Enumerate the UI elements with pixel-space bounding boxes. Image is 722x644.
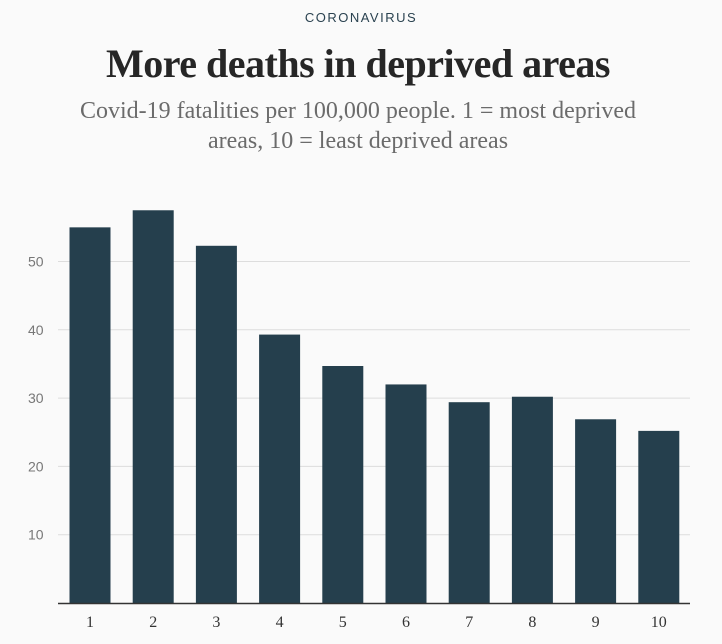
- bar-3: [195, 245, 237, 603]
- chart-subtitle: Covid-19 fatalities per 100,000 people. …: [0, 96, 716, 156]
- x-tick-label-4: 4: [276, 614, 284, 631]
- x-tick-label-7: 7: [465, 614, 473, 631]
- bars: [69, 210, 680, 603]
- kicker-label: CORONAVIRUS: [304, 10, 418, 25]
- bar-6: [385, 384, 427, 603]
- bar-7: [448, 402, 490, 603]
- x-tick-label-2: 2: [149, 614, 157, 631]
- y-tick-label-50: 50: [28, 254, 44, 270]
- chart-subtitle-line-2: areas, 10 = least deprived areas: [207, 128, 509, 154]
- x-tick-label-1: 1: [86, 614, 94, 631]
- bar-10: [638, 430, 680, 603]
- x-tick-label-3: 3: [212, 614, 220, 631]
- bar-2: [132, 210, 174, 603]
- x-tick-label-10: 10: [651, 614, 667, 631]
- bar-1: [69, 227, 111, 603]
- bar-4: [259, 334, 301, 603]
- y-tick-label-40: 40: [28, 322, 44, 338]
- bar-5: [322, 365, 364, 603]
- y-tick-label-10: 10: [28, 527, 44, 543]
- x-tick-label-8: 8: [528, 614, 536, 631]
- bar-9: [575, 419, 617, 603]
- x-tick-label-5: 5: [339, 614, 347, 631]
- bar-8: [511, 396, 553, 603]
- chart-title: More deaths in deprived areas: [106, 41, 611, 86]
- y-tick-label-20: 20: [28, 458, 44, 474]
- x-tick-label-6: 6: [402, 614, 410, 631]
- x-tick-label-9: 9: [592, 614, 600, 631]
- chart-subtitle-line-1: Covid-19 fatalities per 100,000 people. …: [79, 98, 637, 124]
- y-tick-label-30: 30: [28, 390, 44, 406]
- axes: 1 2 3 4 5 6 7 8 9 10: [58, 602, 690, 631]
